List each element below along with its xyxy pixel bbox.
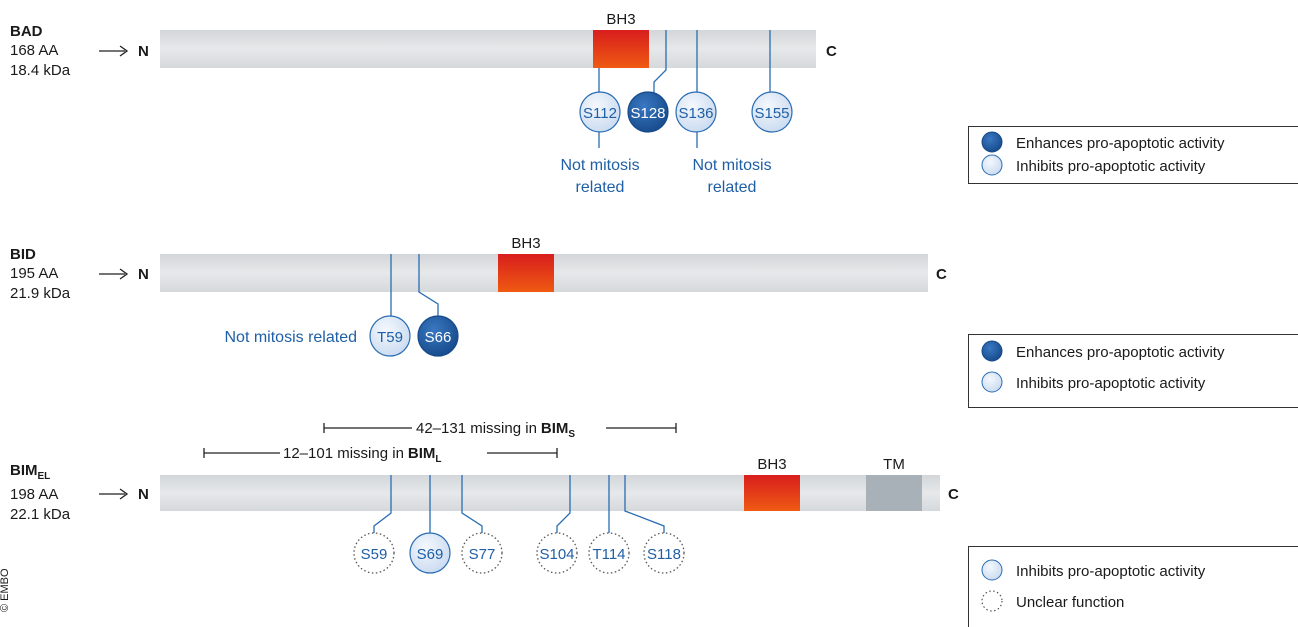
tm-domain-label: TM bbox=[883, 456, 905, 473]
site-connectors bbox=[598, 30, 771, 148]
legend-bid: Enhances pro-apoptotic activity Inhibits… bbox=[968, 334, 1298, 408]
protein-name-main: BIM bbox=[10, 462, 38, 479]
inhibits-icon bbox=[981, 559, 1003, 581]
protein-name: BIMEL bbox=[10, 462, 50, 482]
protein-bar bbox=[160, 30, 816, 68]
protein-mass: 21.9 kDa bbox=[10, 285, 71, 302]
legend-bad: Enhances pro-apoptotic activity Inhibits… bbox=[968, 126, 1298, 184]
bh3-domain-label: BH3 bbox=[757, 456, 786, 473]
note-not-mitosis-related: Not mitosis related bbox=[560, 157, 639, 196]
protein-bim: 42–131 missing in BIMS 12–101 missing in B… bbox=[10, 420, 959, 574]
bh3-domain-label: BH3 bbox=[511, 235, 540, 252]
phospho-site-t114: T114 bbox=[588, 532, 630, 574]
phospho-site-s155: S155 bbox=[751, 91, 793, 133]
phospho-site-s128: S128 bbox=[627, 91, 669, 133]
protein-length: 198 AA bbox=[10, 486, 58, 503]
note-line: Not mitosis bbox=[692, 157, 771, 174]
inhibits-icon bbox=[981, 154, 1003, 176]
tm-domain bbox=[866, 475, 922, 511]
site-label: T114 bbox=[592, 546, 625, 563]
range-label: 12–101 missing in BIML bbox=[283, 445, 442, 465]
range-bim-l: 12–101 missing in BIML bbox=[203, 445, 558, 465]
phospho-site-s104: S104 bbox=[536, 532, 578, 574]
phospho-site-s77: S77 bbox=[461, 532, 503, 574]
bh3-domain bbox=[593, 30, 649, 68]
bh3-domain-label: BH3 bbox=[606, 11, 635, 28]
site-label: S155 bbox=[754, 105, 789, 122]
n-terminus-label: N bbox=[138, 486, 149, 503]
note-line: related bbox=[576, 179, 625, 196]
protein-bad: BAD 168 AA 18.4 kDa N C BH3 S112 S128 bbox=[10, 11, 837, 196]
note-line: related bbox=[708, 179, 757, 196]
legend-box bbox=[968, 126, 1298, 184]
site-label: S112 bbox=[583, 105, 617, 122]
bh3-domain bbox=[498, 254, 554, 292]
site-connectors bbox=[373, 475, 665, 534]
site-label: S77 bbox=[469, 546, 496, 563]
range-text: 42–131 missing in bbox=[416, 420, 537, 437]
note-not-mitosis-related: Not mitosis related bbox=[692, 157, 771, 196]
legend-box bbox=[968, 334, 1298, 408]
n-terminus-label: N bbox=[138, 43, 149, 60]
legend-text: Inhibits pro-apoptotic activity bbox=[1016, 375, 1206, 392]
phospho-site-s112: S112 bbox=[579, 91, 621, 133]
note-line: Not mitosis bbox=[560, 157, 639, 174]
n-terminus-label: N bbox=[138, 266, 149, 283]
legend-text: Enhances pro-apoptotic activity bbox=[1016, 135, 1225, 152]
phospho-site-s136: S136 bbox=[675, 91, 717, 133]
site-label: S66 bbox=[425, 329, 452, 346]
enhances-icon bbox=[981, 340, 1003, 362]
legend-text: Enhances pro-apoptotic activity bbox=[1016, 344, 1225, 361]
legend-text: Unclear function bbox=[1016, 594, 1124, 611]
site-label: S136 bbox=[678, 105, 713, 122]
legend-text: Inhibits pro-apoptotic activity bbox=[1016, 563, 1206, 580]
isoform-name: BIM bbox=[408, 445, 436, 462]
c-terminus-label: C bbox=[936, 266, 947, 283]
site-label: S59 bbox=[361, 546, 388, 563]
arrow-right-icon bbox=[99, 268, 129, 280]
inhibits-icon bbox=[981, 371, 1003, 393]
isoform-sub: L bbox=[435, 454, 441, 465]
phospho-site-s59: S59 bbox=[353, 532, 395, 574]
enhances-icon bbox=[981, 131, 1003, 153]
site-label: S128 bbox=[630, 105, 665, 122]
copyright-label: © EMBO bbox=[0, 568, 11, 612]
legend-text: Inhibits pro-apoptotic activity bbox=[1016, 158, 1206, 175]
phospho-site-s66: S66 bbox=[417, 315, 459, 357]
legend-bim: Inhibits pro-apoptotic activity Unclear … bbox=[968, 546, 1298, 627]
phospho-site-t59: T59 bbox=[369, 315, 411, 357]
c-terminus-label: C bbox=[948, 486, 959, 503]
protein-length: 168 AA bbox=[10, 42, 58, 59]
protein-bar bbox=[160, 475, 940, 511]
protein-name: BAD bbox=[10, 23, 43, 40]
phospho-site-s118: S118 bbox=[643, 532, 685, 574]
arrow-right-icon bbox=[99, 45, 129, 57]
range-label: 42–131 missing in BIMS bbox=[416, 420, 575, 440]
protein-bid: BID 195 AA 21.9 kDa N C BH3 T59 S66 Not … bbox=[10, 235, 947, 357]
arrow-right-icon bbox=[99, 488, 129, 500]
protein-mass: 18.4 kDa bbox=[10, 62, 71, 79]
range-bim-s: 42–131 missing in BIMS bbox=[323, 420, 677, 440]
protein-length: 195 AA bbox=[10, 265, 58, 282]
unclear-icon bbox=[981, 590, 1003, 612]
protein-name-sub: EL bbox=[38, 471, 51, 482]
protein-name: BID bbox=[10, 246, 36, 263]
protein-mass: 22.1 kDa bbox=[10, 506, 71, 523]
site-label: S104 bbox=[539, 546, 574, 563]
bh3-domain bbox=[744, 475, 800, 511]
site-connectors bbox=[390, 254, 439, 316]
legend-box bbox=[968, 546, 1298, 627]
note-not-mitosis-related: Not mitosis related bbox=[225, 329, 358, 346]
isoform-sub: S bbox=[568, 429, 575, 440]
site-label: S118 bbox=[647, 546, 681, 563]
c-terminus-label: C bbox=[826, 43, 837, 60]
site-label: T59 bbox=[377, 329, 403, 346]
phospho-site-s69: S69 bbox=[409, 532, 451, 574]
range-text: 12–101 missing in bbox=[283, 445, 404, 462]
isoform-name: BIM bbox=[541, 420, 569, 437]
site-label: S69 bbox=[417, 546, 444, 563]
